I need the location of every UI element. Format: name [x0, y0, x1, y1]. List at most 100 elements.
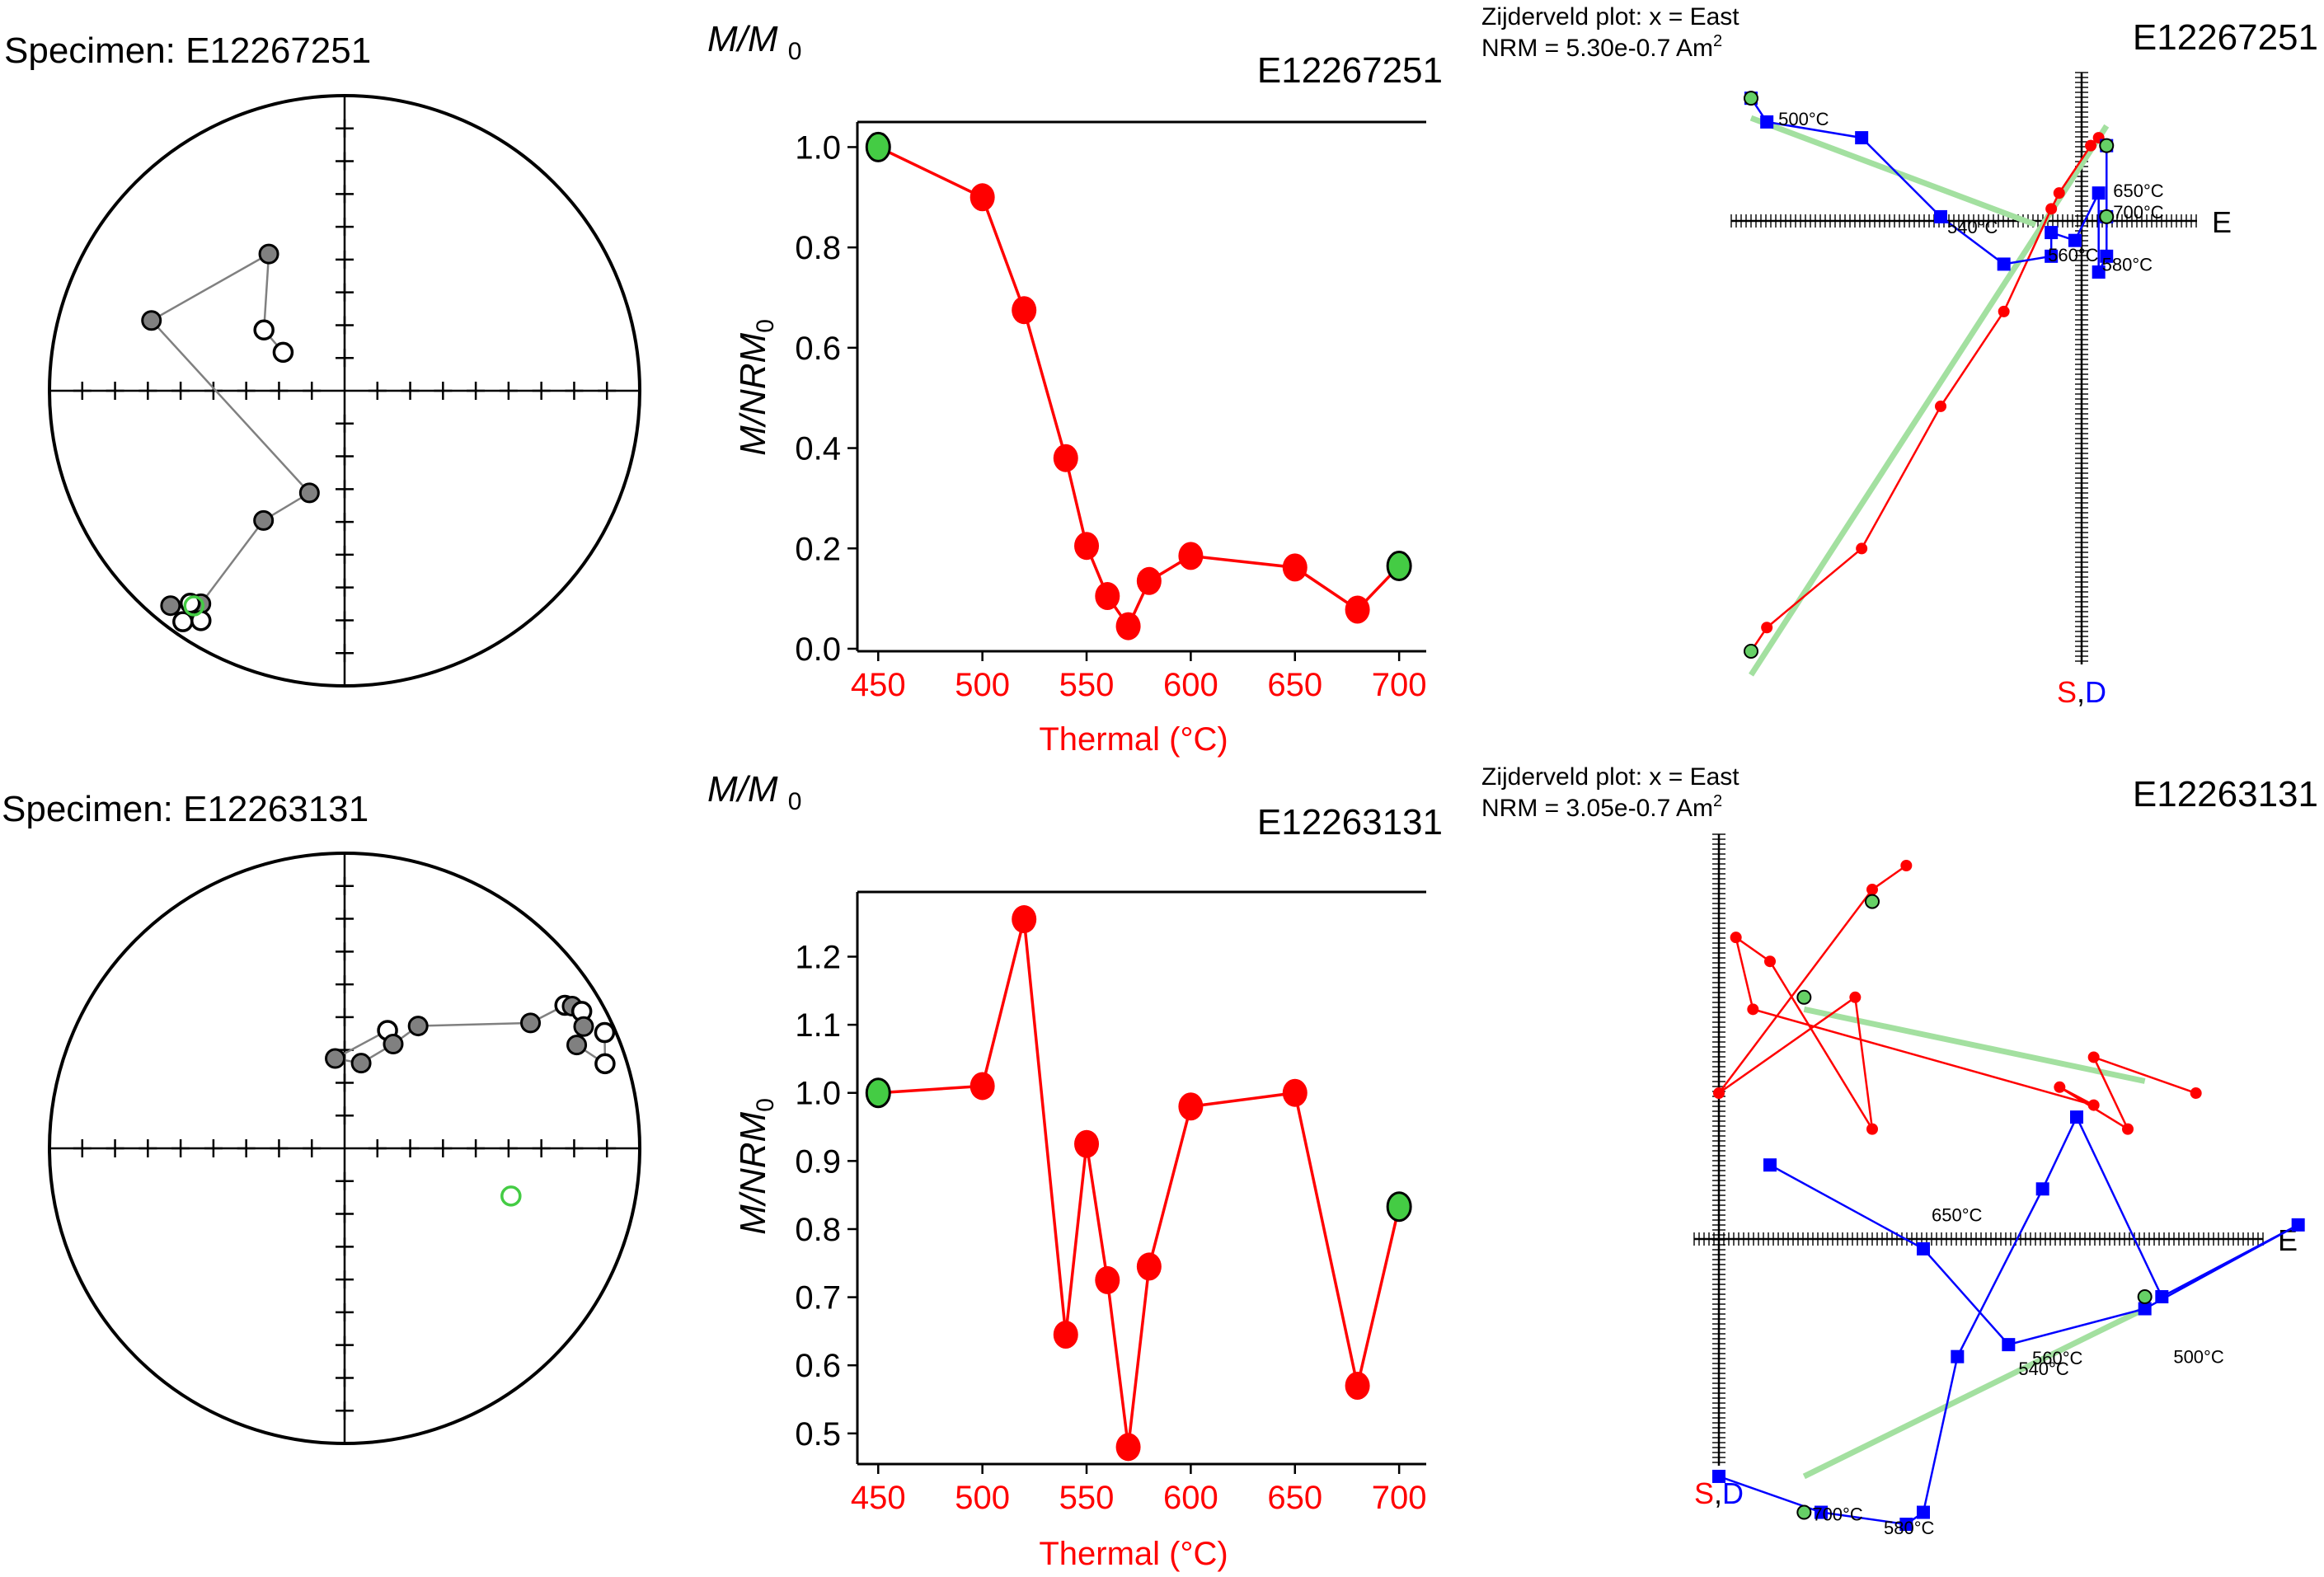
intensity-2-xlabel: Thermal (°C): [1039, 1536, 1228, 1572]
intensity-y-tick-label: 1.0: [795, 129, 841, 166]
stereonet-2-directions: [325, 994, 616, 1207]
intensity-point: [1053, 1321, 1078, 1349]
zijd-fit-line: [1803, 1006, 2146, 1084]
zijd-blue-point: [1763, 1158, 1777, 1172]
intensity-1-ylabel: M/NRM0: [733, 319, 779, 456]
zijderveld-plot-2: Zijderveld plot: x = East NRM = 3.05e-0.…: [1481, 763, 2318, 1538]
stereo-point-upper: [272, 341, 294, 364]
zijd-red-point: [1849, 991, 1862, 1003]
zijd-blue-point: [1917, 1241, 1930, 1255]
zijd-temp-label: 650°C: [1932, 1204, 1983, 1225]
zijd-temp-label: 540°C: [1947, 217, 1998, 237]
zijd-blue-point: [2138, 1302, 2152, 1316]
zijd-temp-label: 500°C: [1778, 109, 1829, 129]
intensity-2-axes: 450 500 550 600 650 700 0.5 0.6 0.7 0.8 0.9 1.0 1.1 1…: [795, 890, 1427, 1516]
intensity-x-tick-label: 700: [1372, 1480, 1427, 1516]
zijd-blue-point: [2070, 1110, 2083, 1124]
zijd-red-point: [2085, 139, 2097, 152]
zijd-endpoint: [2137, 1289, 2153, 1305]
stereo-point-lower: [350, 1053, 372, 1074]
zijd-endpoint: [1744, 644, 1758, 659]
intensity-y-tick-label: 0.2: [795, 531, 841, 567]
intensity-point: [1115, 1433, 1141, 1462]
intensity-point: [1345, 595, 1370, 624]
zijd-temp-label: 580°C: [1884, 1518, 1935, 1538]
intensity-point-endpoint: [865, 131, 891, 162]
intensity-y-tick-label: 0.8: [795, 1212, 841, 1248]
zijd-red-point: [2045, 203, 2058, 215]
zijd-red-point: [2054, 1081, 2066, 1093]
intensity-y-tick-label: 0.8: [795, 230, 841, 266]
intensity-y-tick-label: 1.0: [795, 1076, 841, 1112]
zijd-blue-point: [1934, 209, 1947, 223]
zijd-south-down-label: S,D: [2057, 675, 2106, 709]
stereonet-2-title: Specimen: E12263131: [2, 789, 369, 829]
zijd-blue-point: [2100, 249, 2114, 263]
intensity-line: [878, 918, 1401, 1448]
zijderveld-1-header-line2: NRM = 5.30e-0.7 Am2: [1481, 32, 1722, 62]
zijd-red-point: [2190, 1087, 2202, 1100]
zijd-endpoint: [2099, 209, 2115, 224]
intensity-point: [1115, 612, 1141, 641]
stereo-point-fit: [500, 1185, 522, 1207]
zijd-red-point: [2087, 1051, 2100, 1063]
zijd-south-down-label: S,D: [1694, 1476, 1744, 1510]
stereo-point-upper: [594, 1053, 616, 1075]
intensity-2-ylabel: M/NRM0: [733, 1098, 779, 1235]
intensity-x-tick-label: 500: [955, 667, 1010, 703]
stereo-point-lower: [325, 1048, 346, 1069]
zijd-fit-line: [1749, 115, 2037, 228]
stereo-point-lower: [160, 595, 181, 617]
zijd-blue-point: [2155, 1290, 2169, 1304]
stereonet-1: Specimen: E12267251: [4, 31, 641, 688]
intensity-y-tick-label: 1.1: [795, 1007, 841, 1044]
zijderveld-2-header-line2: NRM = 3.05e-0.7 Am2: [1481, 792, 1722, 822]
zijd-blue-point: [1760, 115, 1774, 129]
stereo-point-upper: [172, 611, 194, 632]
stereo-point-lower: [258, 243, 279, 265]
stereo-path: [149, 251, 312, 623]
intensity-y-tick-label: 0.5: [795, 1416, 841, 1453]
stereo-point-lower: [407, 1016, 429, 1037]
zijd-blue-point: [2045, 226, 2059, 240]
intensity-point-endpoint: [865, 1077, 891, 1109]
zijderveld-1-axes: E S,D: [1730, 72, 2232, 709]
zijderveld-2-title: E12263131: [2133, 774, 2318, 814]
zijd-endpoint: [1865, 894, 1880, 909]
zijd-red-point: [1747, 1003, 1759, 1016]
zijderveld-1-title: E12267251: [2133, 17, 2318, 58]
zijderveld-2-header-line1: Zijderveld plot: x = East: [1481, 763, 1739, 791]
intensity-x-tick-label: 600: [1163, 1480, 1218, 1516]
zijd-red-point: [1761, 622, 1773, 634]
intensity-x-tick-label: 500: [955, 1480, 1010, 1516]
zijd-blue-point: [1917, 1505, 1930, 1519]
intensity-point: [1345, 1371, 1370, 1400]
stereo-point-lower: [253, 509, 275, 531]
intensity-point: [1095, 1265, 1120, 1294]
zijd-temp-label: 540°C: [2018, 1359, 2069, 1379]
zijd-blue-point: [2092, 265, 2106, 279]
intensity-1-xlabel: Thermal (°C): [1039, 721, 1228, 758]
zijd-blue-point: [1951, 1349, 1965, 1363]
intensity-y-tick-label: 1.2: [795, 939, 841, 975]
zijd-endpoint: [1796, 989, 1812, 1005]
zijd-blue-line: [1718, 1115, 2299, 1526]
stereo-point-lower: [298, 482, 320, 504]
zijd-blue-point: [2002, 1338, 2016, 1352]
zijd-blue-point: [2068, 233, 2082, 247]
intensity-point: [1136, 566, 1162, 595]
zijd-red-point: [1764, 955, 1776, 968]
zijd-blue-point: [1899, 1518, 1913, 1532]
zijd-red-point: [2122, 1123, 2134, 1135]
intensity-point: [1136, 1252, 1162, 1281]
stereo-point-lower: [573, 1016, 594, 1037]
stereo-point-upper: [253, 319, 275, 341]
zijd-red-point: [1856, 542, 1868, 555]
intensity-x-tick-label: 650: [1267, 1480, 1322, 1516]
zijd-red-point: [2053, 187, 2065, 199]
zijd-east-label: E: [2212, 205, 2232, 239]
intensity-point: [1012, 296, 1037, 325]
stereo-point-lower: [566, 1035, 588, 1056]
